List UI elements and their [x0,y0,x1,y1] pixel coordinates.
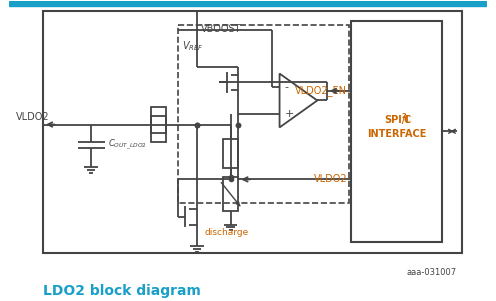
Text: aaa-031007: aaa-031007 [407,268,457,277]
Text: VLDO2: VLDO2 [16,112,50,122]
Bar [151,116,166,133]
Bar [151,107,166,142]
Text: -: - [284,82,288,92]
Text: $V_{REF}$: $V_{REF}$ [182,39,203,53]
Text: +: + [284,109,294,119]
Text: C: C [404,115,411,125]
Text: INTERFACE: INTERFACE [367,129,427,139]
Bar [43,11,462,253]
Text: 2: 2 [402,113,407,119]
Bar [178,26,349,203]
Bar [223,139,239,168]
Text: $C_{OUT\_LDO2}$: $C_{OUT\_LDO2}$ [109,138,147,152]
Bar [351,21,442,242]
Text: VLDO2_EN: VLDO2_EN [295,85,347,96]
Text: LDO2 block diagram: LDO2 block diagram [43,284,201,298]
Text: SPI/I: SPI/I [384,115,409,125]
Bar [9,2,487,6]
Text: VLDO2: VLDO2 [313,174,347,185]
Text: discharge: discharge [205,228,249,237]
Bar [223,178,239,211]
Text: VBOOST: VBOOST [201,24,242,35]
